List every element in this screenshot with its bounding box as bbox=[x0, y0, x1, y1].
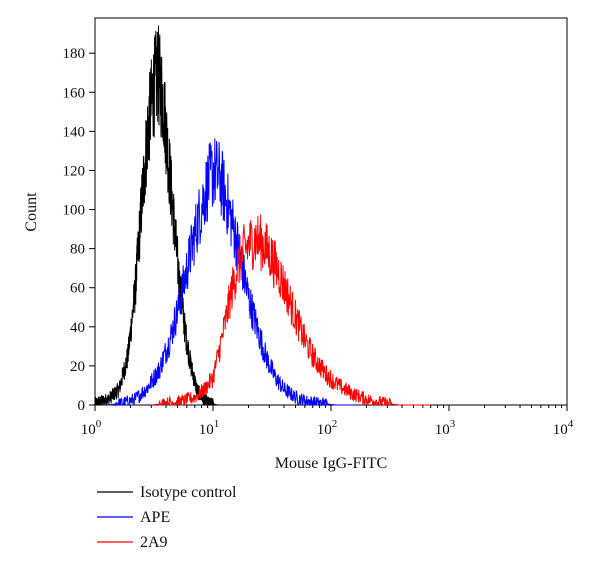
legend-label: APE bbox=[140, 509, 170, 526]
y-tick-label: 40 bbox=[70, 320, 85, 336]
y-tick-label: 0 bbox=[78, 398, 86, 414]
series-line-2 bbox=[151, 214, 431, 407]
x-axis-title: Mouse IgG-FITC bbox=[275, 455, 387, 472]
y-axis-title: Count bbox=[23, 192, 40, 232]
y-tick-label: 20 bbox=[70, 359, 85, 375]
series-layer bbox=[94, 25, 431, 407]
x-tick-label: 102 bbox=[317, 418, 338, 438]
y-tick-label: 160 bbox=[63, 85, 86, 101]
x-tick-label: 100 bbox=[81, 418, 102, 438]
y-tick-label: 120 bbox=[63, 163, 86, 179]
plot-area: 100 101 102 103 104 0 20 40 60 80 100 120 140 160 180 bbox=[63, 17, 574, 438]
x-tick-label: 101 bbox=[199, 418, 220, 438]
x-tick-label: 103 bbox=[435, 418, 456, 438]
x-tick-label: 104 bbox=[553, 418, 574, 438]
y-axis: 0 20 40 60 80 100 120 140 160 180 bbox=[63, 46, 95, 414]
legend-label: Isotype control bbox=[140, 484, 237, 501]
y-tick-label: 100 bbox=[63, 203, 86, 219]
series-line-0 bbox=[94, 25, 227, 407]
y-tick-label: 140 bbox=[63, 124, 86, 140]
legend: Isotype control APE 2A9 bbox=[97, 484, 237, 551]
y-tick-label: 80 bbox=[70, 242, 85, 258]
legend-label: 2A9 bbox=[140, 534, 168, 551]
y-tick-label: 180 bbox=[63, 46, 86, 62]
y-tick-label: 60 bbox=[70, 281, 85, 297]
x-axis: 100 101 102 103 104 bbox=[81, 405, 574, 438]
series-line-1 bbox=[108, 138, 356, 407]
